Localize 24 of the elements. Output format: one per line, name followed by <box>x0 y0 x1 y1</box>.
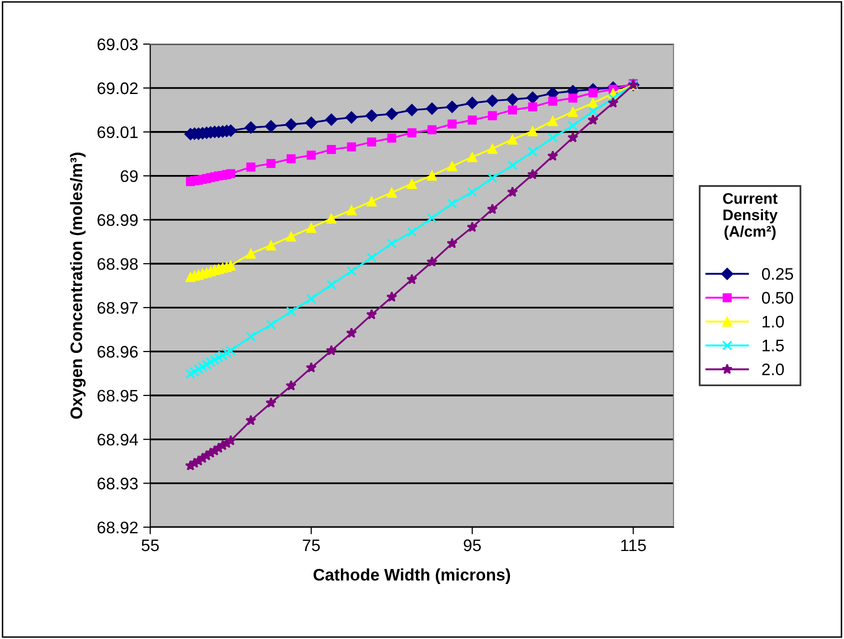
legend-label: 0.50 <box>762 292 794 304</box>
y-tick-label: 68.93 <box>98 478 138 490</box>
y-tick-label: 68.98 <box>98 258 138 270</box>
y-tick-label: 69 <box>120 170 138 182</box>
y-axis-title: Oxygen Concentration (moles/m³) <box>70 152 86 419</box>
legend-label: 1.0 <box>762 316 784 328</box>
x-tick-label: 55 <box>142 540 159 552</box>
legend-title: Current Density (A/cm²) <box>723 193 778 240</box>
y-tick-label: 68.97 <box>98 302 138 314</box>
x-tick-label: 115 <box>621 540 646 552</box>
x-axis-title: Cathode Width (microns) <box>314 568 510 584</box>
legend-label: 2.0 <box>762 364 784 376</box>
y-tick-label: 69.03 <box>98 38 138 50</box>
y-tick-label: 68.96 <box>98 346 138 358</box>
y-tick-label: 68.95 <box>98 390 138 402</box>
legend-label: 0.25 <box>762 268 794 280</box>
legend-label: 1.5 <box>762 340 784 352</box>
x-tick-label: 75 <box>302 540 320 552</box>
y-tick-label: 68.99 <box>98 214 138 226</box>
y-tick-label: 68.92 <box>98 522 138 534</box>
x-tick-label: 95 <box>464 539 481 552</box>
y-tick-label: 68.94 <box>98 434 138 446</box>
y-tick-label: 69.02 <box>98 82 138 94</box>
y-tick-label: 69.01 <box>98 126 138 138</box>
